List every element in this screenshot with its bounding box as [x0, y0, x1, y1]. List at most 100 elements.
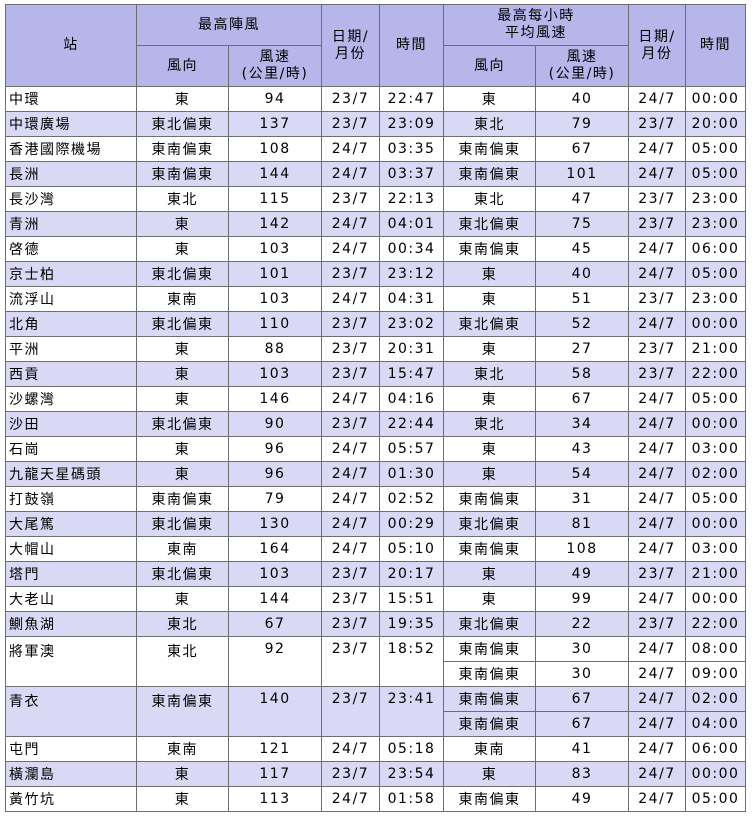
- gust-date: 23/7: [321, 111, 380, 137]
- station-name: 將軍澳: [5, 636, 137, 687]
- gust-direction: 東: [136, 336, 229, 362]
- header-mean-direction: 風向: [443, 45, 536, 87]
- mean-date: 23/7: [628, 186, 686, 212]
- mean-time: 02:00: [685, 461, 746, 487]
- mean-speed: 22: [535, 611, 629, 637]
- gust-direction: 東北偏東: [136, 311, 229, 337]
- table-row: 青洲東 142 24/7 04:01 東北偏東 75 23/7 23:00: [5, 211, 746, 237]
- mean-time: 22:00: [685, 361, 746, 387]
- header-gust-speed: 風速 (公里/時): [228, 45, 322, 87]
- mean-direction: 東南偏東: [443, 686, 536, 712]
- mean-speed: 81: [535, 511, 629, 537]
- gust-direction: 東: [136, 586, 229, 612]
- mean-date: 24/7: [628, 461, 686, 487]
- mean-time: 05:00: [685, 486, 746, 512]
- table-row: 鰂魚湖 東北 67 23/7 19:35 東北偏東 22 23/7 22:00: [5, 611, 746, 637]
- gust-time: 05:57: [379, 436, 444, 462]
- mean-date: 24/7: [628, 411, 686, 437]
- mean-time: 00:00: [685, 311, 746, 337]
- gust-date: 23/7: [321, 636, 380, 687]
- header-gust-date: 日期/ 月份: [321, 4, 380, 87]
- gust-time: 00:29: [379, 511, 444, 537]
- mean-date: 24/7: [628, 786, 686, 812]
- gust-time: 20:17: [379, 561, 444, 587]
- mean-direction: 東北: [443, 411, 536, 437]
- mean-time: 03:00: [685, 436, 746, 462]
- mean-time: 20:00: [685, 111, 746, 137]
- gust-direction: 東南偏東: [136, 161, 229, 187]
- gust-speed: 101: [228, 261, 322, 287]
- table-row: 屯門 東南 121 24/7 05:18 東南 41 24/7 06:00: [5, 736, 746, 762]
- gust-direction: 東南偏東: [136, 486, 229, 512]
- gust-speed: 103: [228, 236, 322, 262]
- mean-direction: 東北偏東: [443, 511, 536, 537]
- mean-speed: 40: [535, 86, 629, 112]
- table-body: 中環東 94 23/7 22:47 東 40 24/7 00:00 中環廣場 東北偏東 137 23/…: [5, 86, 746, 812]
- mean-direction: 東北偏東: [443, 611, 536, 637]
- mean-direction: 東南偏東: [443, 661, 536, 687]
- gust-time: 22:44: [379, 411, 444, 437]
- station-name: 京士柏: [5, 261, 137, 287]
- gust-speed: 113: [228, 786, 322, 812]
- table-row: 西貢東 103 23/7 15:47 東北 58 23/7 22:00: [5, 361, 746, 387]
- station-name: 九龍天星碼頭: [5, 461, 137, 487]
- mean-time: 03:00: [685, 536, 746, 562]
- station-name: 大老山: [5, 586, 137, 612]
- station-name: 香港國際機場: [5, 136, 137, 162]
- gust-direction: 東: [136, 386, 229, 412]
- gust-speed: 137: [228, 111, 322, 137]
- table-row: 沙螺灣東 146 24/7 04:16 東 67 24/7 05:00: [5, 386, 746, 412]
- mean-time: 00:00: [685, 86, 746, 112]
- mean-date: 23/7: [628, 561, 686, 587]
- gust-time: 15:51: [379, 586, 444, 612]
- gust-date: 24/7: [321, 161, 380, 187]
- mean-date: 23/7: [628, 361, 686, 387]
- header-mean-speed: 風速 (公里/時): [535, 45, 629, 87]
- gust-time: 23:12: [379, 261, 444, 287]
- table-row: 打鼓嶺 東南偏東 79 24/7 02:52 東南偏東 31 24/7 05:00: [5, 486, 746, 512]
- table-row: 黃竹坑東 113 24/7 01:58 東南偏東 49 24/7 05:00: [5, 786, 746, 812]
- mean-date: 23/7: [628, 286, 686, 312]
- mean-speed: 40: [535, 261, 629, 287]
- table-row: 長沙灣 東北 115 23/7 22:13 東北 47 23/7 23:00: [5, 186, 746, 212]
- gust-time: 20:31: [379, 336, 444, 362]
- gust-time: 05:18: [379, 736, 444, 762]
- gust-date: 23/7: [321, 186, 380, 212]
- mean-time: 21:00: [685, 336, 746, 362]
- mean-date: 24/7: [628, 86, 686, 112]
- mean-date: 24/7: [628, 311, 686, 337]
- station-name: 大尾篤: [5, 511, 137, 537]
- gust-time: 18:52: [379, 636, 444, 687]
- mean-speed: 27: [535, 336, 629, 362]
- table-row: 大老山東 144 23/7 15:51 東 99 24/7 00:00: [5, 586, 746, 612]
- gust-date: 23/7: [321, 311, 380, 337]
- gust-date: 24/7: [321, 461, 380, 487]
- gust-direction: 東南: [136, 286, 229, 312]
- mean-direction: 東: [443, 561, 536, 587]
- mean-time: 08:00: [685, 636, 746, 662]
- mean-speed: 75: [535, 211, 629, 237]
- station-name: 西貢: [5, 361, 137, 387]
- mean-direction: 東: [443, 286, 536, 312]
- mean-date: 24/7: [628, 261, 686, 287]
- station-name: 沙螺灣: [5, 386, 137, 412]
- table-header: 站 最高陣風 日期/ 月份 時間 最高每小時 平均風速 日期/ 月份 時間 風向…: [5, 4, 746, 87]
- gust-date: 24/7: [321, 211, 380, 237]
- mean-date: 24/7: [628, 636, 686, 662]
- mean-date: 23/7: [628, 211, 686, 237]
- mean-speed: 43: [535, 436, 629, 462]
- table-row: 京士柏 東北偏東 101 23/7 23:12 東 40 24/7 05:00: [5, 261, 746, 287]
- header-gust-direction: 風向: [136, 45, 229, 87]
- header-mean-time: 時間: [685, 4, 746, 87]
- gust-date: 24/7: [321, 536, 380, 562]
- mean-speed: 30: [535, 636, 629, 662]
- header-gust-time: 時間: [379, 4, 444, 87]
- gust-speed: 94: [228, 86, 322, 112]
- table-row: 東南偏東 67 24/7 04:00: [6, 711, 746, 737]
- mean-speed: 41: [535, 736, 629, 762]
- mean-direction: 東北偏東: [443, 211, 536, 237]
- mean-date: 24/7: [628, 161, 686, 187]
- gust-time: 04:31: [379, 286, 444, 312]
- table-row: 石崗東 96 24/7 05:57 東 43 24/7 03:00: [5, 436, 746, 462]
- gust-direction: 東: [136, 461, 229, 487]
